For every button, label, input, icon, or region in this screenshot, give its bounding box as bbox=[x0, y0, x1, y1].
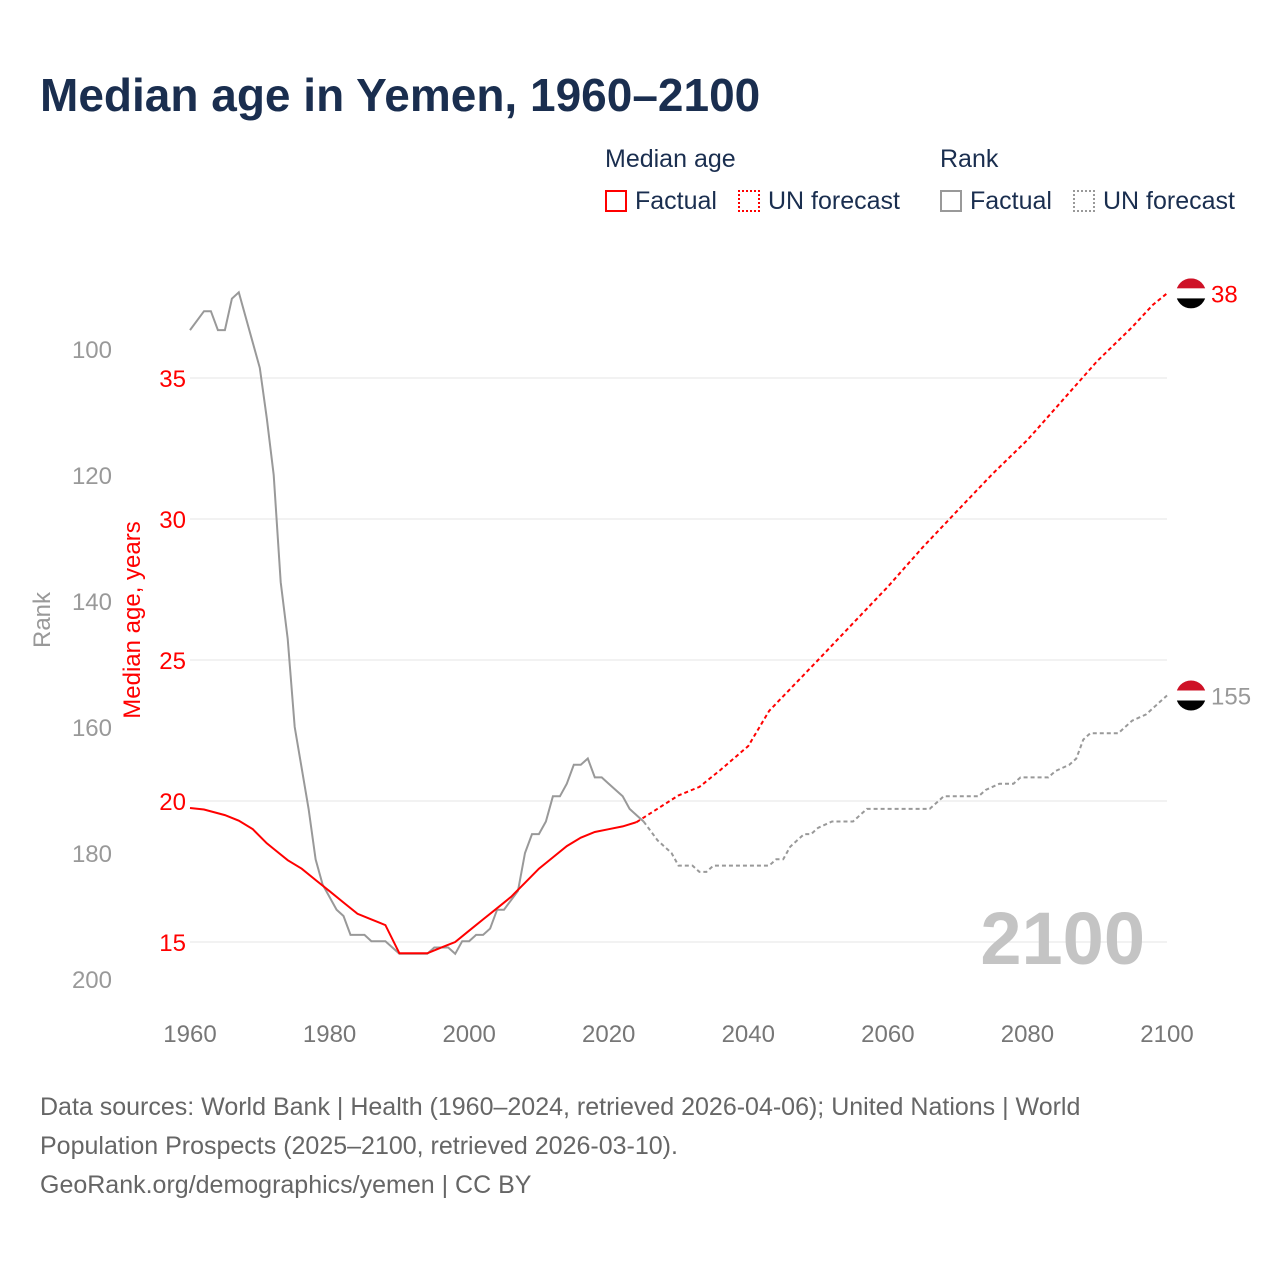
series-line-0 bbox=[189, 807, 637, 955]
series-line-2 bbox=[189, 290, 645, 956]
legend-swatch bbox=[940, 190, 962, 212]
legend-rank-forecast[interactable]: UN forecast bbox=[1073, 187, 1235, 216]
x-tick-label: 2020 bbox=[582, 1021, 635, 1048]
x-tick-label: 2060 bbox=[861, 1021, 914, 1048]
y-tick-label: 30 bbox=[159, 507, 186, 534]
legend-heading-age: Median age bbox=[605, 145, 736, 173]
y2-axis-label: Rank bbox=[29, 591, 56, 648]
source-line: Population Prospects (2025–2100, retriev… bbox=[40, 1132, 678, 1160]
y-tick-label: 35 bbox=[159, 366, 186, 393]
y2-tick-label: 120 bbox=[72, 463, 112, 490]
source-line: Data sources: World Bank | Health (1960–… bbox=[40, 1093, 1081, 1121]
source-note: Data sources: World Bank | Health (1960–… bbox=[40, 1088, 1240, 1205]
legend-label: Factual bbox=[635, 187, 717, 215]
yemen-flag-icon-rank bbox=[1176, 680, 1206, 711]
legend-age-factual[interactable]: Factual bbox=[605, 187, 717, 216]
legend-rank-factual[interactable]: Factual bbox=[940, 187, 1052, 216]
x-tick-label: 1960 bbox=[163, 1021, 216, 1048]
y2-tick-label: 160 bbox=[72, 715, 112, 742]
legend-age-forecast[interactable]: UN forecast bbox=[738, 187, 900, 216]
y-tick-label: 20 bbox=[159, 789, 186, 816]
x-tick-label: 2100 bbox=[1140, 1021, 1193, 1048]
y2-tick-label: 140 bbox=[72, 589, 112, 616]
yemen-flag-icon bbox=[1176, 278, 1206, 309]
legend-swatch bbox=[1073, 190, 1095, 212]
series-line-3 bbox=[642, 694, 1168, 873]
x-tick-label: 1980 bbox=[303, 1021, 356, 1048]
legend-swatch bbox=[738, 190, 760, 212]
y-tick-label: 25 bbox=[159, 648, 186, 675]
x-tick-label: 2040 bbox=[722, 1021, 775, 1048]
year-watermark: 2100 bbox=[980, 897, 1145, 980]
y-axis-label: Median age, years bbox=[119, 521, 146, 718]
y2-tick-label: 180 bbox=[72, 841, 112, 868]
y2-tick-label: 100 bbox=[72, 337, 112, 364]
legend-label: Factual bbox=[970, 187, 1052, 215]
legend-heading-rank: Rank bbox=[940, 145, 999, 173]
legend-label: UN forecast bbox=[768, 187, 900, 215]
legend-swatch bbox=[605, 190, 627, 212]
x-tick-label: 2000 bbox=[442, 1021, 495, 1048]
chart-title: Median age in Yemen, 1960–2100 bbox=[40, 69, 761, 121]
y-tick-label: 15 bbox=[159, 930, 186, 957]
y2-tick-label: 200 bbox=[72, 967, 112, 994]
end-label-rank: 155 bbox=[1211, 684, 1251, 711]
source-link[interactable]: GeoRank.org/demographics/yemen | CC BY bbox=[40, 1171, 532, 1199]
end-label-age: 38 bbox=[1211, 281, 1238, 308]
x-tick-label: 2080 bbox=[1001, 1021, 1054, 1048]
legend-label: UN forecast bbox=[1103, 187, 1235, 215]
series-line-1 bbox=[636, 292, 1168, 823]
